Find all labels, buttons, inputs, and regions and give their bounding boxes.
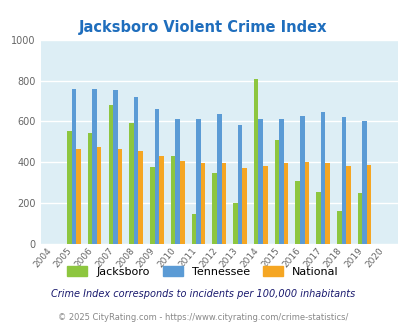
Bar (196, 119, 200, 244)
Bar (237, 124, 242, 244)
Bar (221, 163, 226, 244)
Bar (108, 105, 113, 244)
Bar (299, 116, 304, 244)
Bar (232, 203, 237, 244)
Bar (262, 166, 267, 244)
Bar (97, 147, 101, 244)
Bar (117, 149, 122, 244)
Bar (279, 119, 283, 244)
Bar (113, 90, 117, 244)
Bar (324, 163, 329, 244)
Bar (366, 165, 371, 244)
Bar (200, 163, 205, 244)
Bar (295, 181, 299, 244)
Bar (179, 161, 184, 244)
Bar (315, 192, 320, 244)
Bar (175, 119, 179, 244)
Bar (283, 163, 288, 244)
Bar (274, 140, 279, 244)
Bar (138, 151, 143, 244)
Text: Crime Index corresponds to incidents per 100,000 inhabitants: Crime Index corresponds to incidents per… (51, 289, 354, 299)
Bar (67, 131, 71, 244)
Bar (341, 117, 345, 244)
Bar (159, 156, 163, 244)
Bar (304, 162, 309, 244)
Bar (336, 212, 341, 244)
Bar (212, 173, 216, 244)
Bar (362, 121, 366, 244)
Bar (242, 169, 246, 244)
Bar (129, 123, 134, 244)
Bar (71, 89, 76, 244)
Bar (171, 156, 175, 244)
Bar (87, 133, 92, 244)
Text: © 2025 CityRating.com - https://www.cityrating.com/crime-statistics/: © 2025 CityRating.com - https://www.city… (58, 313, 347, 322)
Bar (320, 112, 324, 244)
Bar (92, 89, 97, 244)
Bar (258, 119, 262, 244)
Bar (253, 80, 258, 244)
Bar (191, 214, 196, 244)
Text: Jacksboro Violent Crime Index: Jacksboro Violent Crime Index (79, 20, 326, 35)
Bar (357, 193, 362, 244)
Bar (216, 114, 221, 244)
Legend: Jacksboro, Tennessee, National: Jacksboro, Tennessee, National (63, 261, 342, 281)
Bar (76, 149, 81, 244)
Bar (150, 168, 154, 244)
Bar (345, 166, 350, 244)
Bar (134, 97, 138, 244)
Bar (154, 109, 159, 244)
